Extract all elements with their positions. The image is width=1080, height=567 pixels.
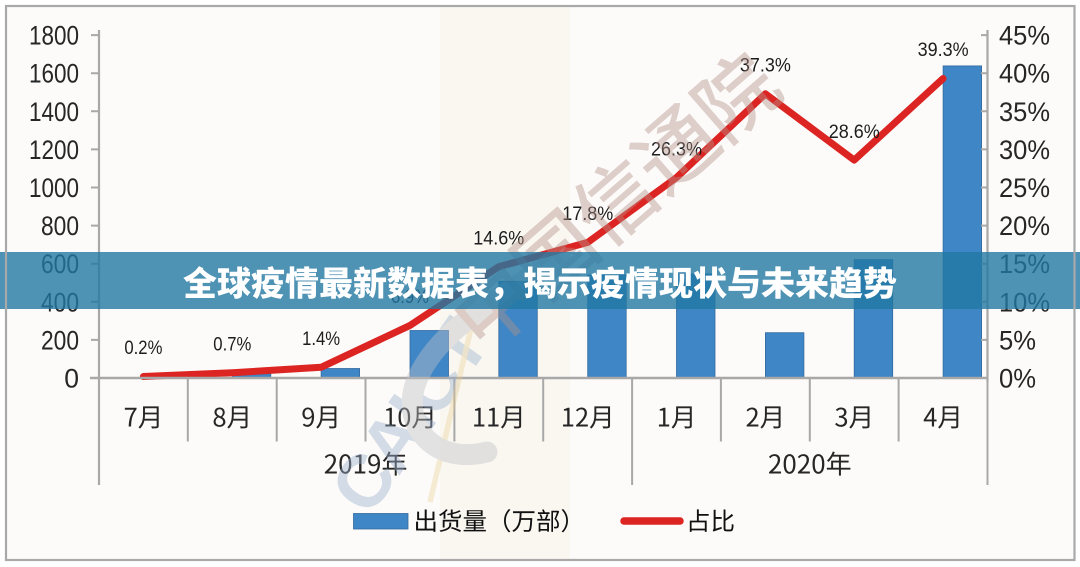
svg-text:40%: 40% — [999, 59, 1050, 89]
svg-text:1800: 1800 — [29, 21, 79, 51]
svg-text:0%: 0% — [999, 364, 1036, 394]
svg-text:1000: 1000 — [29, 173, 79, 203]
svg-text:28.6%: 28.6% — [829, 121, 880, 143]
svg-text:20%: 20% — [999, 211, 1050, 241]
svg-text:1600: 1600 — [29, 59, 79, 89]
svg-text:25%: 25% — [999, 173, 1050, 203]
svg-text:45%: 45% — [999, 21, 1050, 51]
svg-text:35%: 35% — [999, 97, 1050, 127]
svg-text:200: 200 — [41, 325, 79, 355]
svg-text:1.4%: 1.4% — [302, 328, 340, 350]
svg-text:800: 800 — [41, 211, 79, 241]
svg-text:26.3%: 26.3% — [651, 138, 702, 160]
svg-text:39.3%: 39.3% — [918, 39, 969, 61]
svg-text:37.3%: 37.3% — [740, 55, 791, 77]
svg-text:1200: 1200 — [29, 135, 79, 165]
svg-text:0.7%: 0.7% — [213, 333, 251, 355]
svg-text:0: 0 — [64, 364, 79, 394]
svg-text:5%: 5% — [999, 325, 1036, 355]
svg-text:30%: 30% — [999, 135, 1050, 165]
svg-text:0.2%: 0.2% — [124, 337, 162, 359]
svg-text:1400: 1400 — [29, 97, 79, 127]
svg-text:17.8%: 17.8% — [562, 203, 613, 225]
svg-text:14.6%: 14.6% — [473, 227, 524, 249]
